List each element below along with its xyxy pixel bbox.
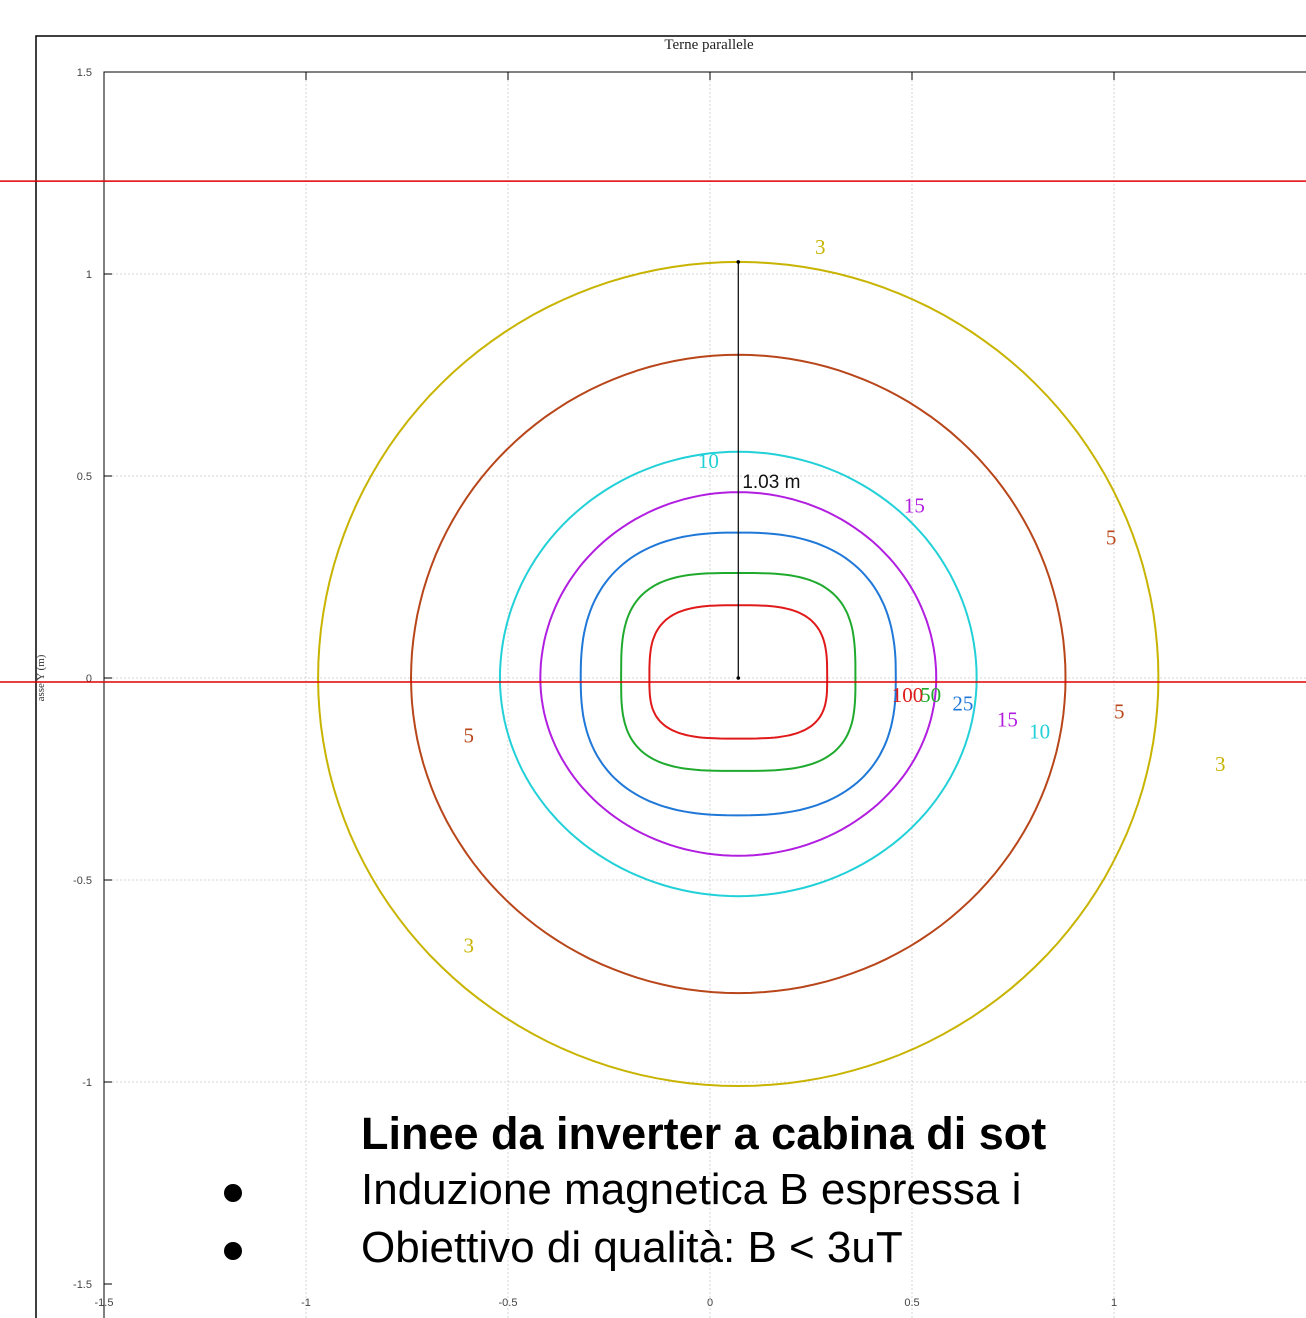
bullet-text: Obiettivo di qualità: B < 3uT — [361, 1223, 903, 1272]
contour-label: 15 — [997, 707, 1018, 731]
contour-label: 10 — [1029, 720, 1050, 744]
x-tick-label: 0 — [707, 1297, 713, 1309]
contour-line-5 — [409, 353, 1067, 995]
x-tick-label: -1.5 — [95, 1297, 114, 1309]
slide-text-overlay: Linee da inverter a cabina di sot Induzi… — [0, 1108, 1306, 1318]
y-tick-label: -1 — [82, 1077, 92, 1089]
contour-label: 25 — [952, 691, 973, 715]
axis-ticks: -1.5 -1 -0.5 0 0.5 1 1.5 1 0.5 0 -0.5 -1 -1.5 — [73, 67, 1117, 1309]
y-tick-label: -1.5 — [73, 1279, 92, 1291]
dimension-start-point — [736, 676, 741, 680]
y-tick-label: 1.5 — [77, 67, 92, 79]
y-tick-label: 1 — [86, 269, 92, 281]
contour-lines — [317, 260, 1160, 1088]
contour-label: 100 — [892, 683, 924, 707]
dimension-end-point — [736, 260, 741, 264]
contour-line-50 — [620, 572, 857, 772]
x-tick-label: 1 — [1111, 1297, 1117, 1309]
y-axis-label: asse Y (m) — [35, 654, 47, 701]
contour-label: 10 — [698, 449, 719, 473]
contour-label: 50 — [920, 683, 941, 707]
grid-lines — [104, 72, 1306, 1318]
reference-lines — [0, 180, 1306, 683]
y-tick-label: 0 — [86, 673, 92, 685]
slide-heading: Linee da inverter a cabina di sot — [361, 1108, 1047, 1159]
x-tick-label: -1 — [301, 1297, 311, 1309]
figure-frame — [35, 35, 1306, 1318]
contour-label: 3 — [464, 934, 475, 958]
contour-label: 15 — [904, 493, 925, 517]
bullet-dot-icon — [224, 1242, 242, 1260]
y-tick-label: 0.5 — [77, 471, 92, 483]
contour-line-25 — [579, 531, 897, 817]
contour-line-100 — [648, 604, 829, 740]
contour-label: 3 — [1215, 752, 1226, 776]
contour-line-15 — [539, 491, 938, 857]
contour-label: 5 — [1114, 699, 1125, 723]
contour-line-10 — [498, 450, 978, 898]
bullet-text: Induzione magnetica B espressa i — [361, 1165, 1022, 1214]
x-tick-label: 0.5 — [904, 1297, 919, 1309]
x-tick-label: -0.5 — [499, 1297, 518, 1309]
plot-area-frame — [103, 71, 1306, 1318]
bullet-dot-icon — [224, 1184, 242, 1202]
contour-line-3 — [317, 260, 1160, 1088]
contour-label: 3 — [815, 235, 826, 259]
dimension-marker: 1.03 m — [736, 260, 800, 680]
contour-label: 5 — [1106, 526, 1117, 550]
chart-title: Terne parallele — [664, 37, 754, 53]
y-tick-label: -0.5 — [73, 875, 92, 887]
contour-label: 5 — [464, 724, 475, 748]
dimension-label: 1.03 m — [742, 472, 800, 493]
